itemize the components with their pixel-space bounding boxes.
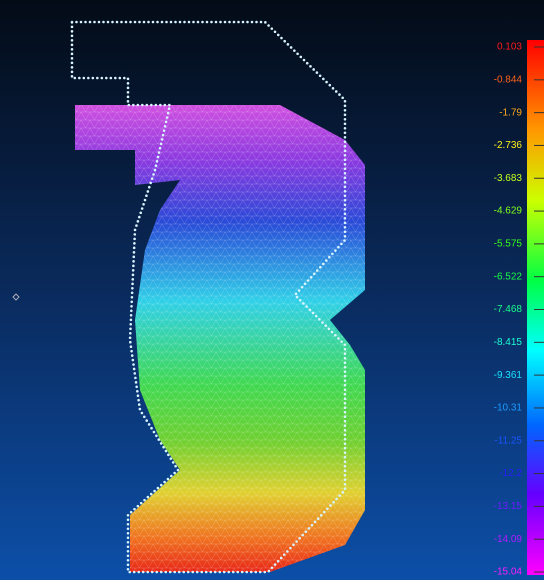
legend-label: -1.79	[499, 107, 522, 118]
legend-label: -4.629	[494, 206, 523, 217]
legend-label: -15.04	[494, 567, 523, 578]
color-bar	[527, 40, 544, 575]
legend-label: -0.844	[494, 74, 523, 85]
legend-label: -11.25	[494, 435, 522, 446]
legend-label: -14.09	[494, 534, 523, 545]
legend-label: -2.736	[494, 140, 523, 151]
legend-label: -5.575	[494, 239, 523, 250]
legend-label: -3.683	[494, 173, 523, 184]
legend-label: -10.31	[494, 403, 523, 414]
legend-label: 0.103	[497, 42, 522, 53]
page: 0.103 -0.844 -1.79 -2.736 -3.683 -4.629 -5.575…	[0, 0, 544, 580]
legend-label: -7.468	[494, 304, 523, 315]
viewport: 0.103 -0.844 -1.79 -2.736 -3.683 -4.629 -5.575…	[0, 0, 544, 580]
legend-label: -13.15	[494, 501, 523, 512]
legend-label: -8.415	[494, 337, 523, 348]
legend-label: -12.2	[499, 468, 522, 479]
legend-label: -9.361	[494, 370, 523, 381]
legend-label: -6.522	[494, 271, 523, 282]
